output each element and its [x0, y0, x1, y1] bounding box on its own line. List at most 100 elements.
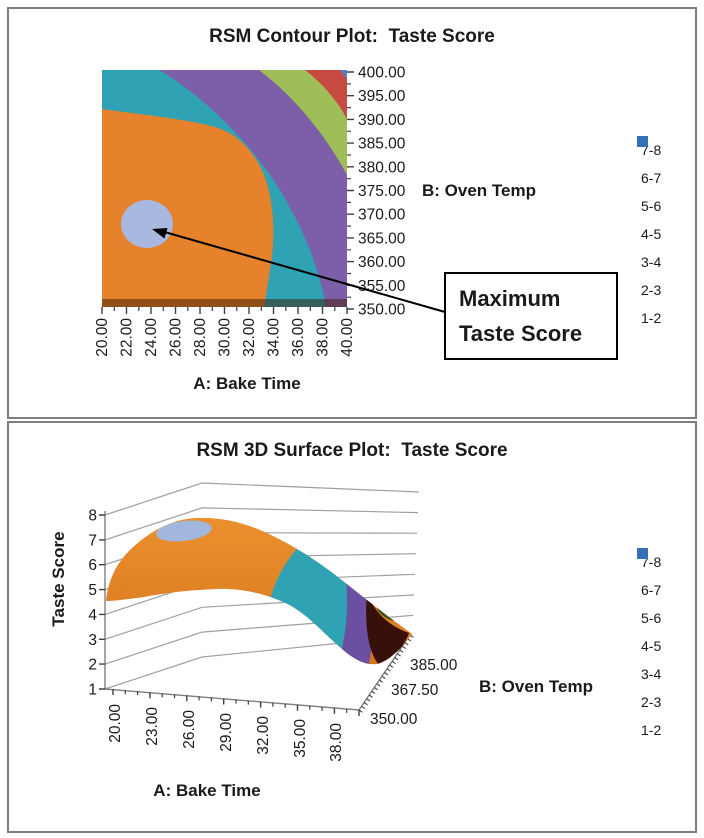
contour-bottom-shading [102, 299, 347, 307]
surface-legend: 7-8 6-7 5-6 4-5 3-4 2-3 [637, 548, 661, 744]
x-axis-tick-labels: 20.00 22.00 24.00 26.00 28.00 30.00 32.0… [94, 318, 356, 357]
legend-item-2-3: 2-3 [637, 548, 662, 716]
z-tick-2: 2 [88, 657, 97, 674]
depth-axis-ticks [358, 634, 414, 713]
x-axis-line [104, 688, 360, 711]
legend-item-2-3: 2-3 [637, 136, 662, 304]
legend-item-4-5: 4-5 [637, 548, 662, 660]
legend-item-6-7: 6-7 [637, 548, 662, 604]
legend-label: 3-4 [641, 666, 662, 682]
y-tick-385: 385.00 [358, 136, 406, 153]
y-tick-365: 365.00 [358, 230, 406, 247]
x-axis-major-ticks [112, 689, 360, 716]
contour-band-7-8-maximum [121, 200, 173, 248]
legend-label: 4-5 [641, 638, 662, 654]
callout-line-2: Taste Score [459, 321, 583, 346]
z-tick-7: 7 [88, 532, 97, 549]
surface-chart-title: RSM 3D Surface Plot: Taste Score [196, 440, 507, 461]
z-axis-title: Taste Score [49, 531, 68, 626]
legend-item-6-7: 6-7 [637, 136, 662, 192]
legend-item-1-2: 1-2 [637, 548, 662, 744]
legend-swatch-icon [637, 136, 648, 147]
legend-label: 2-3 [641, 694, 662, 710]
contour-chart-frame: RSM Contour Plot: Taste Score 400.00 [7, 7, 697, 419]
legend-label: 1-2 [641, 722, 662, 738]
legend-label: 1-2 [641, 310, 662, 326]
legend-item-3-4: 3-4 [637, 136, 662, 276]
x-axis-title: A: Bake Time [193, 374, 300, 393]
surface-band-low-tip [366, 593, 409, 665]
contour-chart-title: RSM Contour Plot: Taste Score [209, 26, 495, 47]
x-axis-minor-ticks [113, 307, 336, 311]
legend-item-4-5: 4-5 [637, 136, 662, 248]
x-tick-29: 29.00 [218, 713, 235, 752]
z-tick-3: 3 [88, 632, 97, 649]
surface-band-7-8-maximum [156, 520, 212, 542]
legend-item-5-6: 5-6 [637, 136, 662, 220]
x-tick-22: 22.00 [119, 318, 136, 357]
depth-tick-367: 367.50 [391, 682, 439, 699]
y-tick-370: 370.00 [358, 207, 406, 224]
legend-item-3-4: 3-4 [637, 548, 662, 688]
legend-label: 5-6 [641, 198, 662, 214]
legend-label: 2-3 [641, 282, 662, 298]
x-axis-tick-labels: 20.00 23.00 26.00 29.00 32.00 35.00 38.0… [107, 704, 345, 762]
x-tick-34: 34.00 [266, 318, 283, 357]
depth-axis-tick-labels: 350.00 367.50 385.00 [370, 657, 458, 728]
legend-label: 6-7 [641, 582, 662, 598]
z-axis-ticks [99, 514, 105, 690]
y-tick-390: 390.00 [358, 112, 406, 129]
y-tick-400: 400.00 [358, 65, 406, 82]
contour-band-6-7 [102, 109, 274, 307]
legend-label: 6-7 [641, 170, 662, 186]
x-tick-38: 38.00 [315, 318, 332, 357]
contour-plot-area [102, 70, 347, 307]
maximum-taste-score-callout: Maximum Taste Score [444, 272, 618, 360]
x-tick-20: 20.00 [107, 704, 124, 743]
z-tick-5: 5 [88, 582, 97, 599]
x-tick-30: 30.00 [217, 318, 234, 357]
y-axis-minor-ticks [347, 83, 351, 298]
contour-band-4-5 [159, 70, 347, 307]
x-tick-26: 26.00 [168, 318, 185, 357]
x-tick-35: 35.00 [292, 719, 309, 758]
x-tick-20: 20.00 [94, 318, 111, 357]
y-tick-355: 355.00 [358, 278, 406, 295]
contour-plot-svg: RSM Contour Plot: Taste Score 400.00 [94, 26, 536, 393]
x-axis-major-ticks [101, 307, 348, 314]
x-tick-40: 40.00 [339, 318, 356, 357]
x-axis-minor-ticks [124, 690, 348, 713]
z-axis-tick-labels: 8 7 6 5 4 3 2 1 [88, 508, 97, 699]
x-tick-24: 24.00 [143, 318, 160, 357]
surface-plot-svg: RSM 3D Surface Plot: Taste Score [49, 440, 593, 800]
legend-swatch-icon [637, 548, 648, 559]
legend-item-5-6: 5-6 [637, 548, 661, 632]
y-axis-title: B: Oven Temp [422, 181, 536, 200]
surface-chart-frame: RSM 3D Surface Plot: Taste Score [7, 421, 697, 833]
y-tick-350: 350.00 [358, 302, 406, 319]
x-tick-32: 32.00 [255, 716, 272, 755]
callout-line-1: Maximum [459, 286, 561, 311]
x-tick-28: 28.00 [192, 318, 209, 357]
contour-band-2-3 [305, 70, 347, 119]
y-axis-tick-labels: 400.00 395.00 390.00 385.00 380.00 375.0… [358, 65, 406, 319]
legend-label: 4-5 [641, 226, 662, 242]
contour-band-1-2 [340, 70, 347, 79]
depth-axis-title: B: Oven Temp [479, 677, 593, 696]
depth-tick-350: 350.00 [370, 711, 418, 728]
legend-label: 3-4 [641, 254, 662, 270]
contour-band-3-4 [259, 70, 347, 175]
arrowhead-icon [152, 228, 168, 239]
y-tick-395: 395.00 [358, 88, 406, 105]
y-tick-360: 360.00 [358, 254, 406, 271]
contour-legend: 7-8 6-7 5-6 4-5 3-4 2-3 [637, 136, 661, 332]
x-tick-36: 36.00 [290, 318, 307, 357]
legend-item-1-2: 1-2 [637, 136, 662, 332]
x-tick-26: 26.00 [181, 710, 198, 749]
x-tick-32: 32.00 [241, 318, 258, 357]
z-tick-8: 8 [88, 508, 97, 525]
y-tick-380: 380.00 [358, 159, 406, 176]
annotation-arrow [152, 228, 446, 313]
x-tick-23: 23.00 [144, 707, 161, 746]
